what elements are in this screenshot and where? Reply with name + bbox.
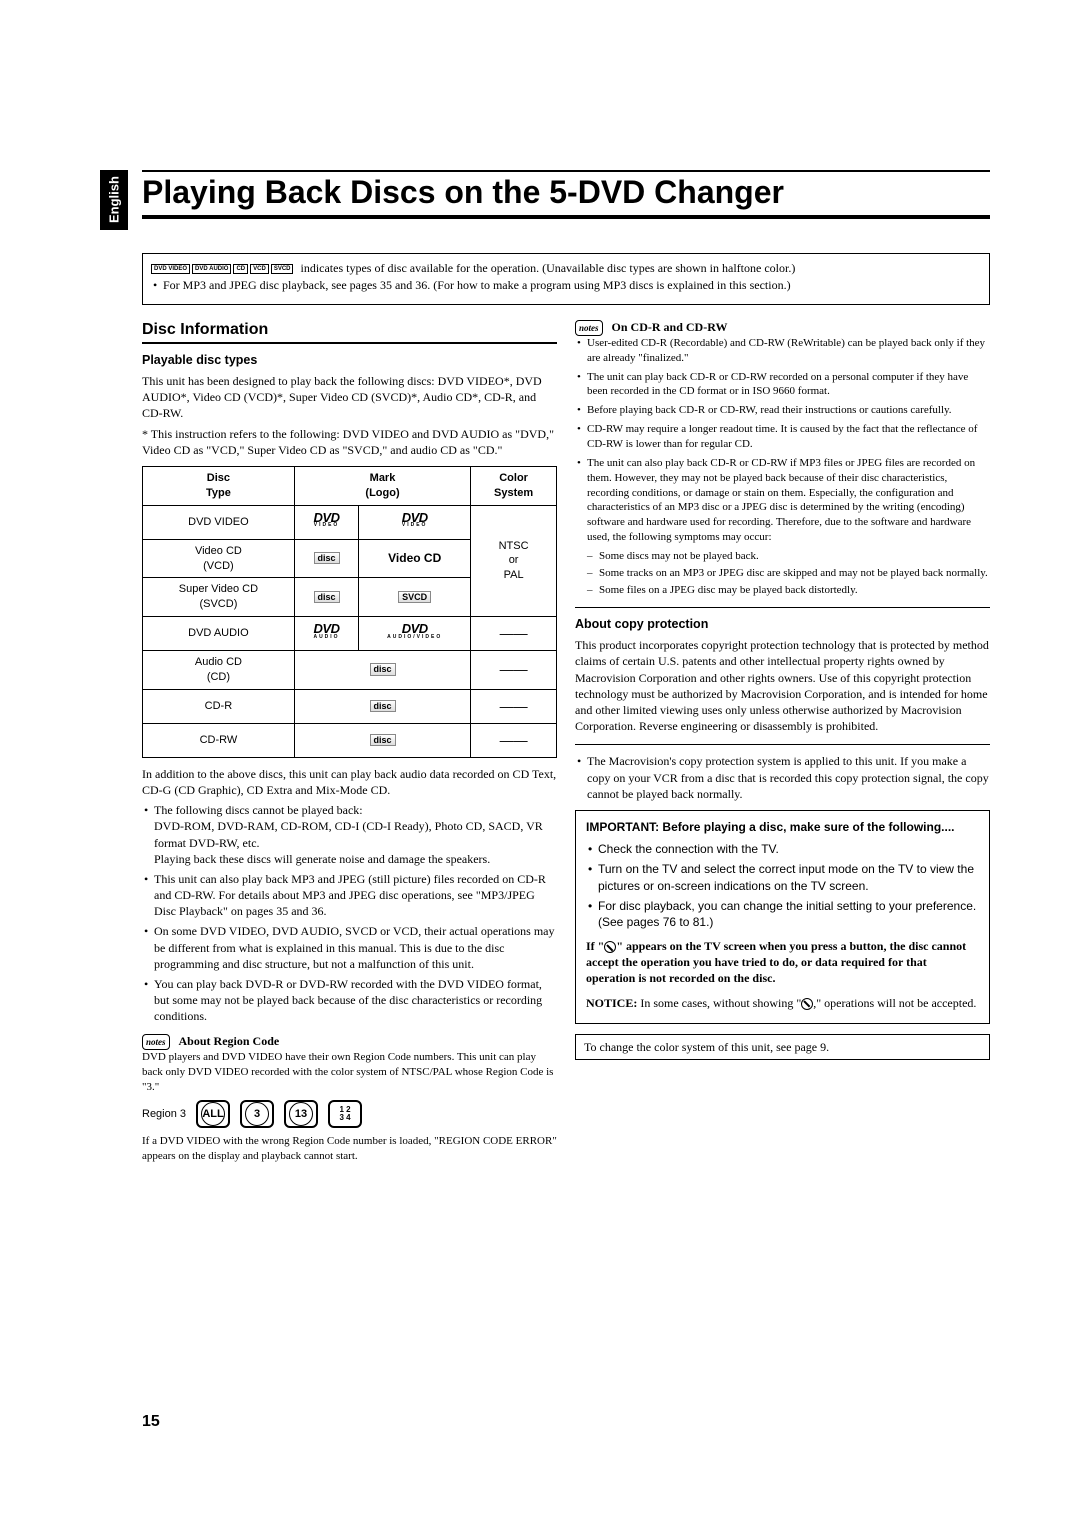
th-mark: Mark (Logo) [294, 467, 470, 506]
notice-p: NOTICE: In some cases, without showing "… [586, 995, 979, 1011]
row-cdr: CD-R [143, 689, 295, 723]
copy-head: About copy protection [575, 616, 990, 633]
region-badge-all: ALL [196, 1100, 230, 1128]
playable-p2: * This instruction refers to the followi… [142, 426, 557, 458]
intro-box: DVD VIDEO DVD AUDIO CD VCD SVCD indicate… [142, 253, 990, 305]
left-bullet-3: You can play back DVD-R or DVD-RW record… [142, 976, 557, 1025]
notes-icon-2: notes [575, 320, 603, 336]
badge-vcd: VCD [250, 264, 269, 274]
videocd-logo: Video CD [388, 551, 441, 565]
svcd-logo: SVCD [398, 591, 431, 603]
color-dash-1: —— [471, 617, 557, 651]
cdr-b0: User-edited CD-R (Recordable) and CD-RW … [575, 336, 990, 366]
row-vcd: Video CD (VCD) [143, 539, 295, 578]
left-bullet-1: This unit can also play back MP3 and JPE… [142, 871, 557, 920]
page-title: Playing Back Discs on the 5-DVD Changer [142, 170, 990, 219]
cdr-head: On CD-R and CD-RW [612, 320, 728, 334]
left-bullet-0: The following discs cannot be played bac… [142, 802, 557, 867]
page-number: 15 [142, 1413, 160, 1431]
region-code-head: About Region Code [179, 1034, 280, 1048]
prohibit-icon [604, 941, 616, 953]
region-row: Region 3 ALL 3 13 1 2 3 4 [142, 1100, 557, 1128]
copy-p: This product incorporates copyright prot… [575, 637, 990, 734]
compact-disc-logo-2: disc [314, 591, 340, 603]
row-dvd-audio: DVD AUDIO [143, 617, 295, 651]
badge-dvd-video: DVD VIDEO [151, 264, 190, 274]
badge-svcd: SVCD [271, 264, 294, 274]
color-dash-4: —— [471, 723, 557, 757]
macro-b: The Macrovision's copy protection system… [575, 753, 990, 802]
row-dvd-video: DVD VIDEO [143, 505, 295, 539]
cdr-d1: Some tracks on an MP3 or JPEG disc are s… [587, 566, 990, 581]
region-error: If a DVD VIDEO with the wrong Region Cod… [142, 1134, 557, 1164]
cdr-d0: Some discs may not be played back. [587, 549, 990, 564]
cdr-b4: The unit can also play back CD-R or CD-R… [575, 456, 990, 545]
color-dash-3: —— [471, 689, 557, 723]
compact-disc-logo: disc [314, 552, 340, 564]
important-box: IMPORTANT: Before playing a disc, make s… [575, 810, 990, 1024]
region-p: DVD players and DVD VIDEO have their own… [142, 1050, 557, 1095]
prohibit-icon-2 [801, 998, 813, 1010]
color-dash-2: —— [471, 651, 557, 690]
row-svcd: Super Video CD (SVCD) [143, 578, 295, 617]
intro-line2: For MP3 and JPEG disc playback, see page… [151, 277, 981, 294]
compact-disc-logo-3: disc [370, 663, 396, 675]
language-tab: English [100, 170, 128, 230]
cdr-logo: disc [370, 700, 396, 712]
left-bullet-2: On some DVD VIDEO, DVD AUDIO, SVCD or VC… [142, 923, 557, 972]
imp-b1: Turn on the TV and select the correct in… [586, 861, 979, 893]
color-system-box: To change the color system of this unit,… [575, 1034, 990, 1060]
playable-disc-types-head: Playable disc types [142, 352, 557, 369]
region-badge-3: 3 [240, 1100, 274, 1128]
dvd-av-logo: DVDAUDIO/VIDEO [387, 624, 442, 638]
playable-p1: This unit has been designed to play back… [142, 373, 557, 422]
region-badge-13: 13 [284, 1100, 318, 1128]
cdr-b3: CD-RW may require a longer readout time.… [575, 422, 990, 452]
imp-b0: Check the connection with the TV. [586, 841, 979, 857]
color-ntsc-pal: NTSC or PAL [471, 505, 557, 616]
left-column: Disc Information Playable disc types Thi… [142, 319, 557, 1169]
dvd-video-logo: DVDVIDEO [314, 513, 340, 527]
cdrw-logo: disc [370, 734, 396, 746]
th-color: Color System [471, 467, 557, 506]
dvd-video-logo-2: DVDVIDEO [402, 513, 428, 527]
badge-dvd-audio: DVD AUDIO [192, 264, 231, 274]
section-disc-info: Disc Information [142, 319, 557, 345]
addition-p: In addition to the above discs, this uni… [142, 766, 557, 798]
if-prohibit: If "" appears on the TV screen when you … [586, 938, 979, 987]
left-bullets: The following discs cannot be played bac… [142, 802, 557, 1024]
cdr-b1: The unit can play back CD-R or CD-RW rec… [575, 370, 990, 400]
cdr-dashes: Some discs may not be played back. Some … [575, 549, 990, 598]
row-cdrw: CD-RW [143, 723, 295, 757]
disc-type-badges: DVD VIDEO DVD AUDIO CD VCD SVCD [151, 264, 293, 274]
cdr-bullets: User-edited CD-R (Recordable) and CD-RW … [575, 336, 990, 545]
dvd-audio-logo: DVDAUDIO [313, 624, 339, 638]
row-audio-cd: Audio CD (CD) [143, 651, 295, 690]
notes-icon: notes [142, 1034, 170, 1050]
th-disc-type: Disc Type [143, 467, 295, 506]
right-column: notes On CD-R and CD-RW User-edited CD-R… [575, 319, 990, 1169]
macro-bullet: The Macrovision's copy protection system… [575, 753, 990, 802]
important-head: IMPORTANT: Before playing a disc, make s… [586, 819, 979, 835]
badge-cd: CD [233, 264, 248, 274]
region-badge-1234: 1 2 3 4 [328, 1100, 362, 1128]
cdr-d2: Some files on a JPEG disc may be played … [587, 583, 990, 598]
cdr-b2: Before playing back CD-R or CD-RW, read … [575, 403, 990, 418]
intro-line1: indicates types of disc available for th… [300, 261, 795, 275]
disc-table: Disc Type Mark (Logo) Color System DVD V… [142, 466, 557, 758]
region-label: Region 3 [142, 1107, 186, 1122]
imp-b2: For disc playback, you can change the in… [586, 898, 979, 930]
